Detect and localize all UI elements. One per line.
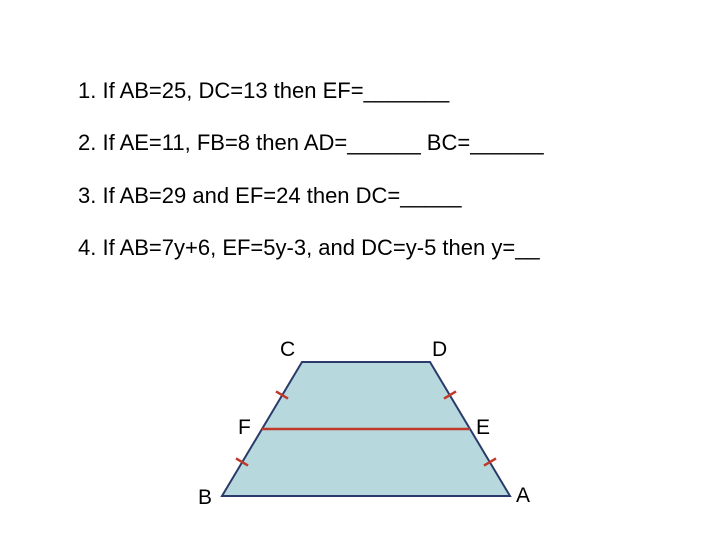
question-list: 1. If AB=25, DC=13 then EF=_______ 2. If…: [78, 78, 648, 288]
vertex-label-c: C: [280, 338, 295, 362]
vertex-label-b: B: [198, 486, 212, 510]
question-4: 4. If AB=7y+6, EF=5y-3, and DC=y-5 then …: [78, 235, 648, 261]
question-1: 1. If AB=25, DC=13 then EF=_______: [78, 78, 648, 104]
question-3: 3. If AB=29 and EF=24 then DC=_____: [78, 183, 648, 209]
vertex-label-e: E: [476, 416, 490, 440]
trapezoid-diagram: C D F E B A: [210, 344, 550, 524]
slide: 1. If AB=25, DC=13 then EF=_______ 2. If…: [0, 0, 720, 540]
vertex-label-a: A: [516, 484, 530, 508]
vertex-label-d: D: [432, 338, 447, 362]
vertex-label-f: F: [238, 416, 251, 440]
trapezoid-svg: [210, 344, 550, 524]
question-2: 2. If AE=11, FB=8 then AD=______ BC=____…: [78, 130, 648, 156]
